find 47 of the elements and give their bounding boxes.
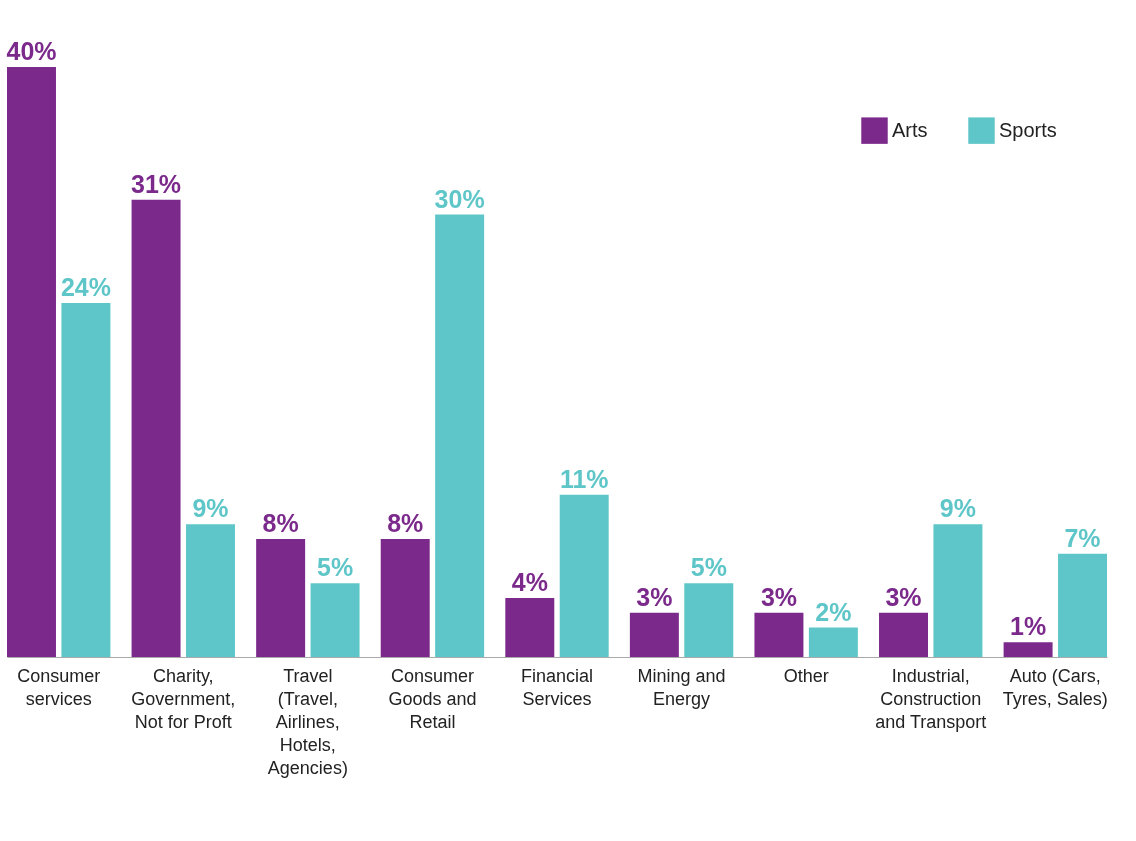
data-label: 8% <box>262 509 299 537</box>
data-label: 9% <box>939 494 977 523</box>
data-label: 2% <box>815 597 852 626</box>
bar <box>559 494 609 657</box>
bar <box>61 303 111 657</box>
bar <box>256 539 306 657</box>
x-tick-label: Consumer Goods and Retail <box>388 665 477 732</box>
data-label: 24% <box>60 273 111 301</box>
data-label: 3% <box>760 582 798 611</box>
data-label: 3% <box>636 582 673 611</box>
x-tick-label: Consumer services <box>17 665 101 709</box>
data-label: 31% <box>131 169 182 198</box>
legend-label: Sports <box>999 118 1057 141</box>
x-tick-label: Other <box>783 665 829 686</box>
bar <box>1058 553 1107 657</box>
bar <box>505 598 555 657</box>
bar <box>754 612 804 657</box>
data-label: 9% <box>192 494 229 523</box>
bar <box>629 612 679 657</box>
bar <box>1003 642 1053 657</box>
bar <box>808 627 858 657</box>
data-label: 7% <box>1064 523 1101 552</box>
data-label: 30% <box>434 184 485 213</box>
data-label: 5% <box>316 553 354 582</box>
bar <box>131 199 181 657</box>
bar <box>7 67 56 657</box>
bar <box>380 539 430 657</box>
bar <box>933 524 983 657</box>
x-tick-label: Charity, Government, Not for Proft <box>131 665 236 732</box>
legend-label: Arts <box>892 118 928 141</box>
bar <box>684 583 734 657</box>
bar <box>879 612 928 657</box>
x-tick-label: Mining and Energy <box>637 665 726 709</box>
bar <box>186 524 235 657</box>
data-label: 3% <box>885 582 922 611</box>
x-tick-label: Financial Services <box>520 665 594 709</box>
data-label: 40% <box>6 37 57 65</box>
x-tick-label: Auto (Cars, Tyres, Sales) <box>1002 665 1108 709</box>
bar <box>310 583 360 657</box>
data-label: 4% <box>511 568 548 596</box>
data-label: 11% <box>559 464 609 493</box>
x-tick-label: Industrial, Construction and Transport <box>875 665 987 732</box>
x-tick-label: Travel (Travel, Airlines, Hotels, Agencies) <box>267 665 348 778</box>
bar <box>435 214 485 657</box>
data-label: 5% <box>690 553 727 582</box>
data-label: 8% <box>387 509 424 537</box>
data-label: 1% <box>1010 612 1047 641</box>
